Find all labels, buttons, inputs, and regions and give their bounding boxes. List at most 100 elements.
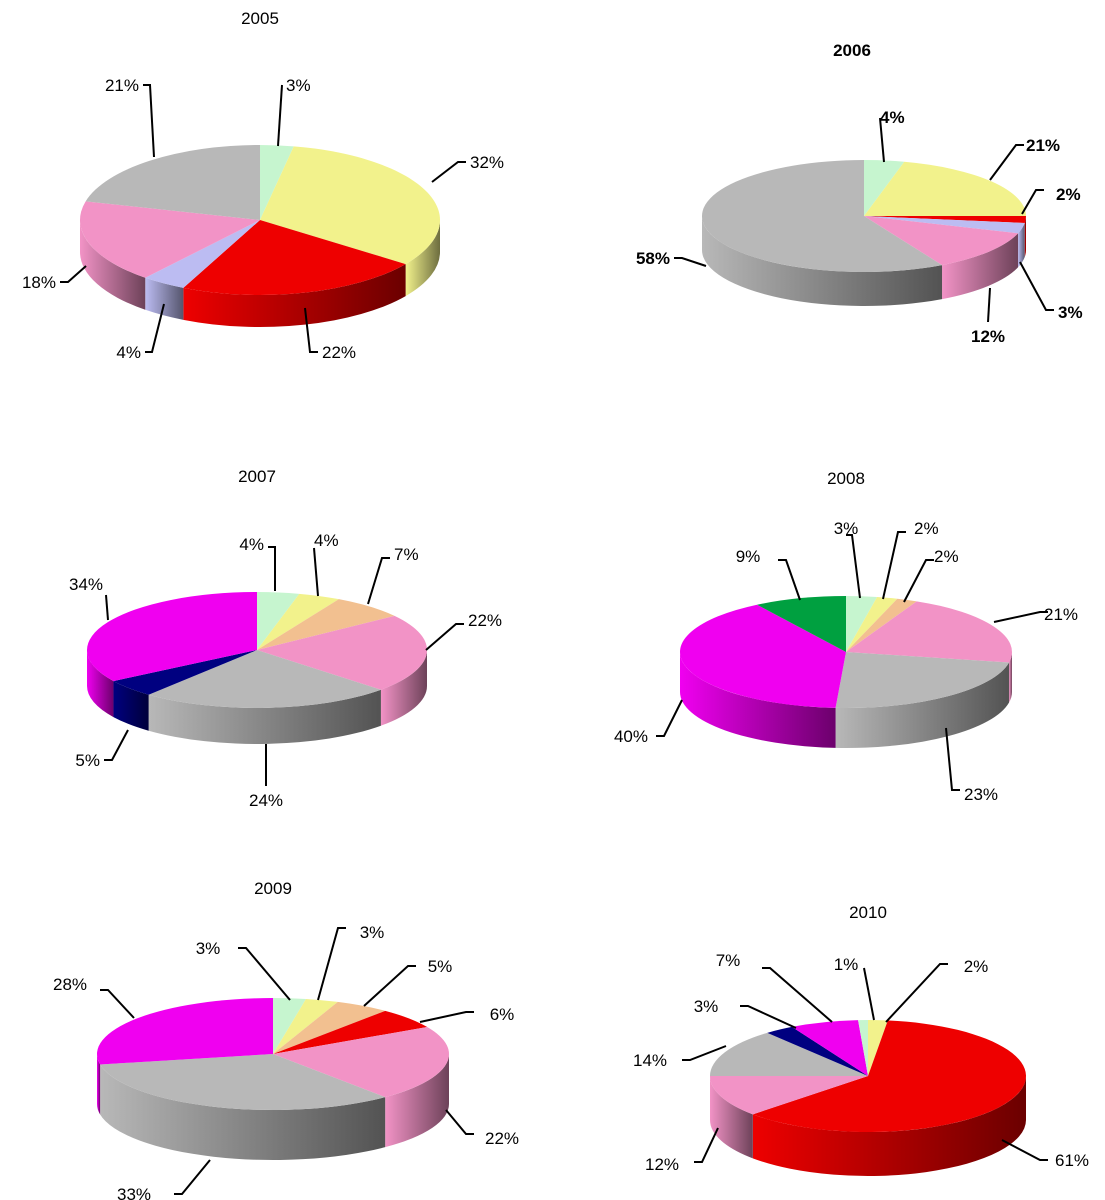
pie-slice <box>273 998 338 1054</box>
pie-slice <box>79 201 260 278</box>
leader-line <box>993 611 1048 623</box>
pie-slice-side <box>405 220 440 297</box>
pie-slice <box>864 160 905 216</box>
slice-label: 40% <box>614 727 648 746</box>
leader-line <box>313 547 319 597</box>
slice-label: 4% <box>116 343 141 362</box>
slice-label: 7% <box>394 545 419 564</box>
pie-slice <box>868 1020 888 1076</box>
pie-slice <box>257 592 300 650</box>
pie-slice-side <box>87 650 114 718</box>
slice-label: 1% <box>834 955 859 974</box>
slice-label: 24% <box>249 791 283 810</box>
chart-title: 2007 <box>238 467 276 486</box>
leader-line <box>174 1159 211 1195</box>
slice-label: 21% <box>1026 136 1060 155</box>
slice-label: 58% <box>636 249 670 268</box>
pie-slice <box>791 1020 868 1076</box>
slice-label: 33% <box>117 1185 151 1200</box>
slice-label: 2% <box>1056 185 1081 204</box>
slice-label: 4% <box>314 531 339 550</box>
pie-slice <box>257 593 339 650</box>
pie-slice-side <box>1024 216 1026 258</box>
pie-slice <box>752 1020 1027 1132</box>
slice-label: 28% <box>53 975 87 994</box>
slice-label: 2% <box>914 519 939 538</box>
leader-line <box>268 546 276 591</box>
pie-slice <box>864 161 1026 216</box>
pie-slice <box>846 596 878 652</box>
leader-line <box>682 1045 727 1061</box>
pie-slice-side <box>702 216 943 306</box>
pie-slice <box>273 1027 449 1098</box>
pie-chart-2010: 2010 2% 61% 12% 14% 3% 7% 1% <box>633 903 1089 1176</box>
pie-slice-side <box>148 689 381 744</box>
leader-line <box>885 963 948 1023</box>
slice-label: 2% <box>964 957 989 976</box>
leader-line <box>277 84 283 147</box>
slice-label: 23% <box>964 785 998 804</box>
leader-line <box>987 287 991 323</box>
pie-slice <box>96 998 274 1065</box>
pie-slice-side <box>97 1054 101 1115</box>
leader-line <box>304 307 318 353</box>
pie-slice-side <box>1009 652 1012 703</box>
pie-slice <box>864 216 1019 266</box>
leader-line <box>1021 189 1044 215</box>
pie-slice-side <box>80 220 146 310</box>
pie-slice <box>864 216 1025 234</box>
pie-slice-side <box>385 1054 449 1148</box>
pie-slice <box>835 652 1010 708</box>
pie-slice-side <box>183 264 406 327</box>
pie-slice <box>273 1001 386 1054</box>
leader-line <box>1001 1139 1048 1161</box>
slice-label: 2% <box>934 547 959 566</box>
pie-slice <box>260 145 294 220</box>
pie-slice-side <box>752 1076 1026 1176</box>
leader-line <box>367 557 390 605</box>
pie-slice <box>846 598 917 652</box>
slice-label: 3% <box>196 939 221 958</box>
pie-slice <box>702 160 943 272</box>
pie-slice-side <box>113 681 149 731</box>
slice-label: 6% <box>490 1005 515 1024</box>
pie-slice-side <box>1018 223 1025 268</box>
pie-slice-side <box>145 277 184 320</box>
pie-slice <box>679 604 846 708</box>
slice-label: 3% <box>1058 303 1083 322</box>
leader-line <box>945 727 960 791</box>
leader-line <box>863 967 875 1021</box>
slice-label: 32% <box>470 153 504 172</box>
pie-slice <box>145 220 260 288</box>
slice-label: 4% <box>239 535 264 554</box>
leader-line <box>656 699 683 737</box>
pie-slice <box>260 146 440 265</box>
pie-slice <box>113 650 257 695</box>
chart-title: 2005 <box>241 9 279 28</box>
pie-chart-2005: 2005 3% 32% 22% 4% 18% 21% <box>22 9 504 362</box>
leader-line <box>60 265 87 283</box>
leader-line <box>694 1127 719 1163</box>
slice-label: 18% <box>22 273 56 292</box>
leader-line <box>145 303 165 353</box>
leader-line <box>100 989 135 1019</box>
chart-title: 2010 <box>849 903 887 922</box>
pie-slice <box>710 1032 868 1076</box>
pie-slice-side <box>100 1064 386 1160</box>
pie-slice <box>846 601 1013 663</box>
pie-slice <box>710 1076 868 1115</box>
pie-slice <box>87 592 257 682</box>
slice-label: 7% <box>716 951 741 970</box>
slice-label: 21% <box>105 76 139 95</box>
leader-line <box>903 559 934 603</box>
leader-line <box>1019 261 1054 311</box>
pie-chart-2007: 2007 4% 4% 7% 22% 24% 5% 34% <box>69 467 502 810</box>
slice-label: 3% <box>286 76 311 95</box>
slice-label: 14% <box>633 1051 667 1070</box>
slice-label: 21% <box>1044 605 1078 624</box>
leader-line <box>105 594 109 621</box>
pie-slice <box>757 596 846 652</box>
leader-line <box>989 144 1024 181</box>
pie-chart-2006: 2006 4% 21% 2% 3% 12% 58% <box>636 41 1083 346</box>
